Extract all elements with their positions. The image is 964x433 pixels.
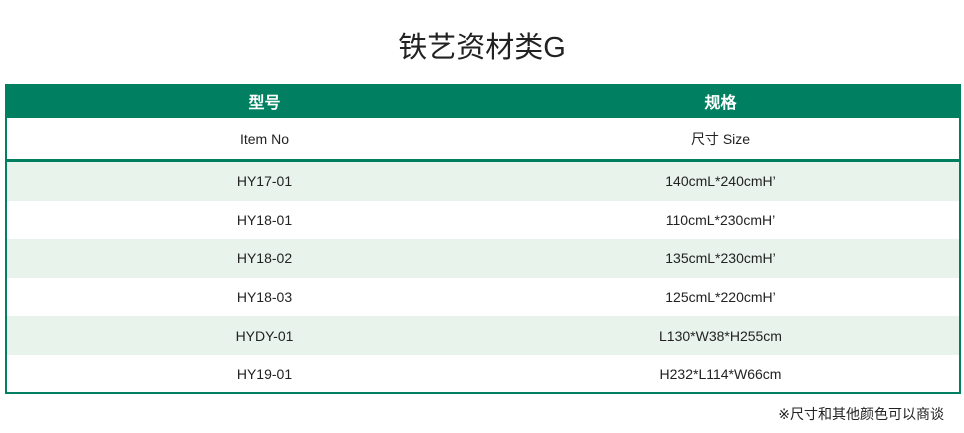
spec-cell: H232*L114*W66cm	[659, 366, 782, 383]
table-row: HY18-02 135cmL*230cmH’	[7, 239, 959, 278]
item-no-cell: HY19-01	[236, 366, 293, 383]
table-row: HY18-03 125cmL*220cmH’	[7, 278, 959, 317]
spec-cell: L130*W38*H255cm	[659, 327, 782, 344]
footnote: ※尺寸和其他颜色可以商谈	[778, 406, 944, 422]
subheader-size: 尺寸 Size	[690, 130, 751, 147]
item-no-cell: HY18-02	[236, 250, 293, 267]
item-no-cell: HY18-01	[236, 211, 293, 228]
item-no-cell: HY17-01	[236, 173, 293, 190]
spec-cell: 125cmL*220cmH’	[665, 289, 776, 306]
item-no-cell: HY18-03	[236, 289, 293, 306]
spec-cell: 140cmL*240cmH’	[665, 173, 776, 190]
subheader-item-no: Item No	[239, 130, 289, 147]
spec-cell: 135cmL*230cmH’	[665, 250, 776, 267]
table-row: HY19-01 H232*L114*W66cm	[7, 355, 959, 394]
spec-table: 型号 规格 Item No 尺寸 Size HY17-01 140cmL*240c…	[5, 84, 961, 394]
table-row: HY17-01 140cmL*240cmH’	[7, 162, 959, 201]
table-header: 型号 规格	[7, 84, 959, 118]
header-spec: 规格	[704, 95, 737, 112]
spec-cell: 110cmL*230cmH’	[665, 211, 776, 228]
header-model: 型号	[248, 95, 281, 112]
table-row: HY18-01 110cmL*230cmH’	[7, 201, 959, 240]
item-no-cell: HYDY-01	[235, 327, 294, 344]
page-title: 铁艺资材类G	[398, 32, 566, 64]
table-row: HYDY-01 L130*W38*H255cm	[7, 316, 959, 355]
table-subheader: Item No 尺寸 Size	[7, 118, 959, 162]
